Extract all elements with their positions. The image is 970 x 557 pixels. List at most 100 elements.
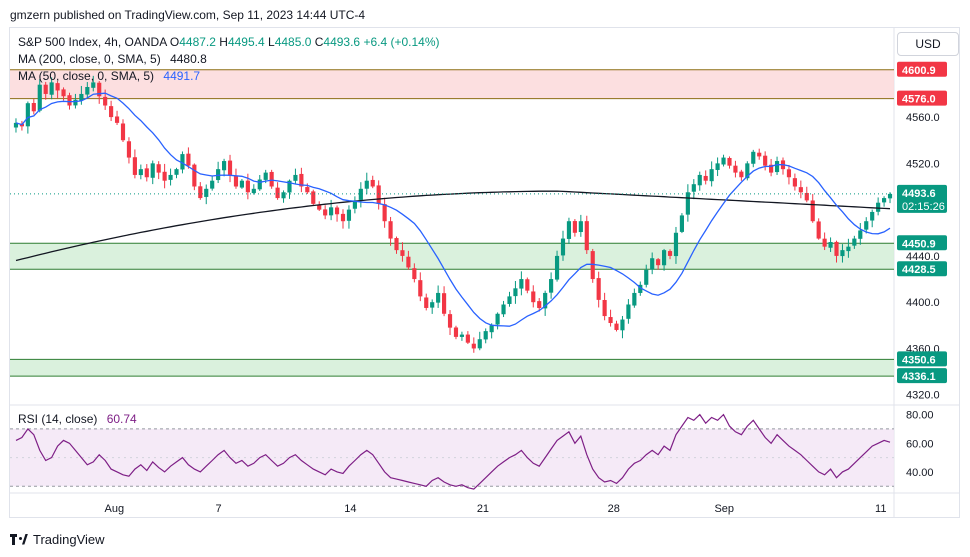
candle-body [239,180,244,188]
chart-frame [9,27,960,518]
price-tick-label: 4320.0 [906,390,940,402]
candle-body [150,163,155,178]
zone-support-1 [10,243,894,270]
time-tick-label: 28 [608,503,620,515]
candle-body [739,171,744,178]
candle-body [430,302,435,308]
rsi-tick-label: 40.00 [906,467,934,479]
candle-body [13,122,19,128]
time-tick-label: 11 [875,503,886,515]
candle-body [525,279,530,291]
candle-body [37,84,42,111]
candle-body [632,292,637,306]
time-tick-label: 14 [344,503,356,515]
high-value: 4495.4 [227,35,265,49]
candle-body [798,187,803,193]
candle-body [537,301,542,308]
candle-body [442,293,447,314]
candle-body [709,169,714,182]
ma50-legend: MA (50, close, 0, SMA, 5) 4491.7 [18,69,200,83]
candle-body [447,314,453,328]
candle-body [281,192,286,199]
candle-body [887,193,893,199]
price-label-text: 4428.5 [902,264,936,276]
candle-body [418,280,423,297]
candle-body [543,292,548,309]
candle-body [810,200,815,222]
candle-body [216,169,221,181]
candle-body [697,174,702,186]
footer-brand: TradingView [33,532,105,547]
candle-body [644,269,649,285]
candle-body [751,151,756,164]
candle-body [626,304,631,319]
candle-body [376,185,381,204]
candle-body [370,179,375,187]
candle-body [620,319,625,331]
zone-resistance-0 [10,69,894,99]
candle-body [828,242,833,248]
candle-body [436,292,441,303]
candle-body [453,327,459,337]
candle-body [507,296,512,304]
candle-body [352,200,357,209]
price-label-badge [897,61,947,77]
price-label-badge [897,261,947,277]
candle-body [204,188,209,197]
ma50-label: MA (50, close, 0, SMA, 5) [18,69,155,83]
candle-body [67,95,72,106]
ma200-line [15,190,891,262]
candle-body [459,334,464,337]
candle-body [222,161,227,171]
price-label-badge [897,235,947,251]
candle-body [400,250,405,256]
candle-body [501,304,506,315]
candle-body [382,204,387,222]
ma200-label: MA (200, close, 0, SMA, 5) [18,52,161,66]
candle-body [79,93,84,101]
candle-body [114,116,120,123]
currency-button[interactable]: USD [897,32,959,56]
candle-body [786,169,792,178]
candle-body [394,238,399,251]
price-label-text: 4336.1 [902,371,936,383]
candle-body [685,192,690,215]
candle-body [679,215,684,232]
candle-body [560,238,566,256]
candle-body [822,238,827,247]
candle-body [549,279,554,293]
candle-body [840,250,845,257]
candle-body [97,82,102,97]
candle-body [804,192,809,201]
rsi-tick-label: 60.00 [906,438,934,450]
candle-body [638,284,643,293]
time-tick-label: 7 [216,503,222,515]
price-label-text: 4450.9 [902,238,936,250]
candle-body [656,259,661,266]
candle-body [489,325,494,333]
candle-body [73,99,78,106]
candle-body [293,174,298,181]
candle-body [120,123,126,141]
candle-body [317,204,322,210]
candle-body [311,191,316,204]
candle-body [174,169,179,175]
candle-body [662,250,667,266]
open-label: O [169,35,180,49]
candle-body [358,188,363,200]
low-label: L [268,35,275,49]
candle-body [471,343,476,349]
ma50-line [15,92,891,327]
price-label-badge [897,184,947,213]
candle-body [774,161,780,173]
candle-body [864,221,869,230]
candle-body [733,165,738,173]
candle-body [721,157,726,165]
candle-body [364,180,369,189]
candle-body [192,164,197,187]
candle-body [180,154,185,170]
rsi-tick-label: 80.00 [906,410,934,422]
candle-body [103,96,108,106]
published-caption: gmzern published on TradingView.com, Sep… [10,8,366,22]
